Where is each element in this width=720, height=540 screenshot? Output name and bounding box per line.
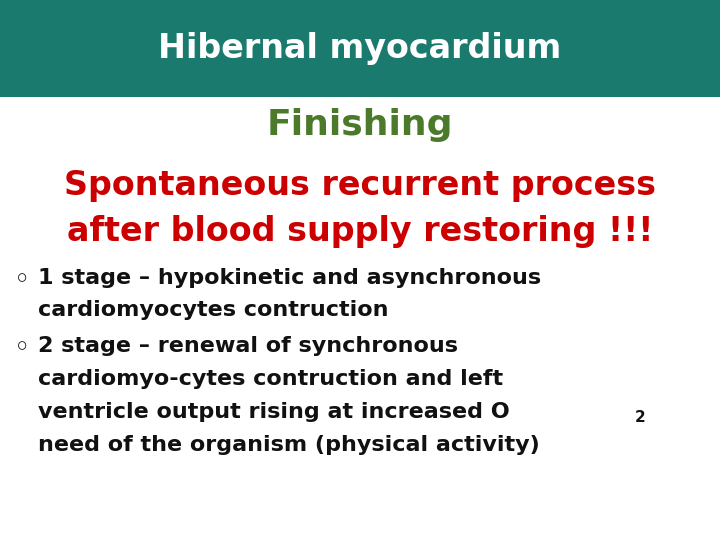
Text: 2: 2 — [635, 410, 646, 426]
Text: 1 stage – hypokinetic and asynchronous: 1 stage – hypokinetic and asynchronous — [38, 268, 541, 288]
Text: cardiomyo-cytes contruction and left: cardiomyo-cytes contruction and left — [38, 369, 503, 389]
Text: cardiomyocytes contruction: cardiomyocytes contruction — [38, 300, 389, 320]
Text: Spontaneous recurrent process: Spontaneous recurrent process — [64, 168, 656, 201]
Text: need of the organism (physical activity): need of the organism (physical activity) — [38, 435, 540, 455]
Text: after blood supply restoring !!!: after blood supply restoring !!! — [67, 215, 653, 248]
Bar — [0, 0, 720, 97]
Text: ◦: ◦ — [14, 266, 30, 294]
Text: Hibernal myocardium: Hibernal myocardium — [158, 32, 562, 65]
Text: ventricle output rising at increased O: ventricle output rising at increased O — [38, 402, 510, 422]
Text: 2 stage – renewal of synchronous: 2 stage – renewal of synchronous — [38, 336, 458, 356]
Text: ◦: ◦ — [14, 334, 30, 362]
Text: Finishing: Finishing — [266, 108, 454, 142]
